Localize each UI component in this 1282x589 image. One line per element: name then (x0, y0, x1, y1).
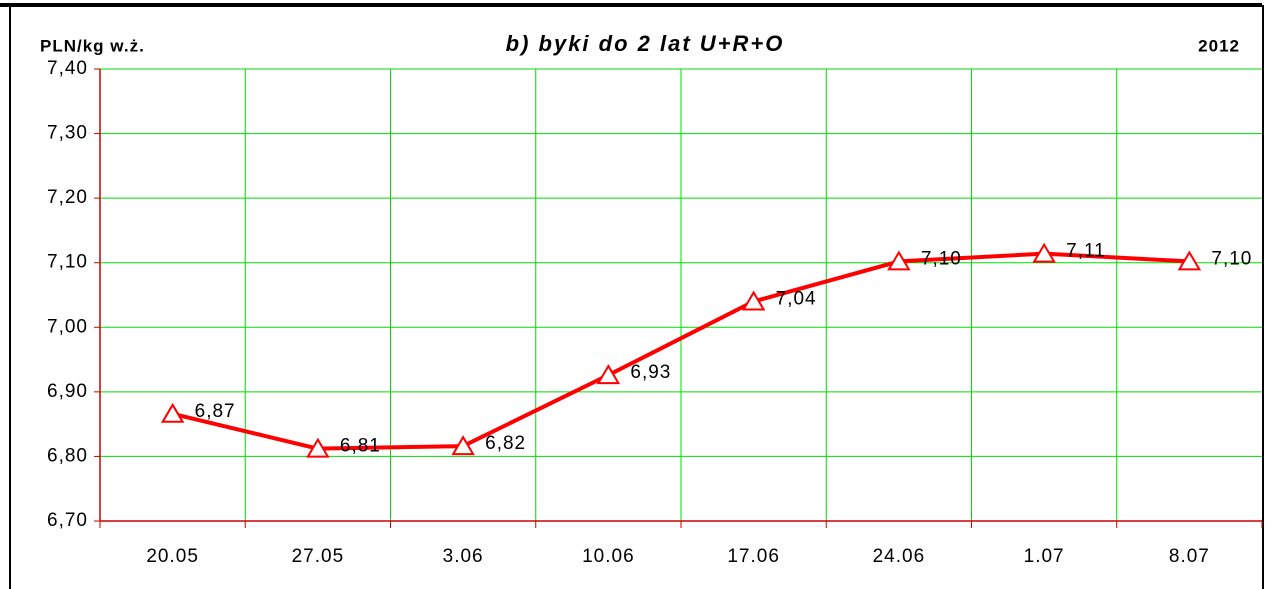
data-label: 7,11 (1066, 241, 1106, 262)
chart-title: b) byki do 2 lat U+R+O (506, 31, 785, 56)
data-label: 7,10 (921, 248, 962, 269)
annotation: 2012 (1198, 36, 1240, 55)
y-axis-label: PLN/kg w.ż. (40, 36, 145, 55)
data-marker (1032, 242, 1056, 263)
y-tick-label: 6,90 (47, 381, 88, 402)
data-label: 7,04 (776, 288, 817, 309)
data-marker (306, 437, 330, 458)
y-tick-label: 7,20 (47, 187, 88, 208)
data-label: 6,82 (485, 433, 526, 454)
data-marker (596, 364, 621, 385)
y-tick-label: 7,40 (47, 58, 88, 79)
data-line (172, 251, 1190, 451)
x-tick-label: 3.06 (443, 546, 484, 567)
x-tick-label: 17.06 (727, 546, 780, 567)
y-tick-label: 6,70 (47, 510, 88, 531)
data-marker (1177, 250, 1202, 271)
x-tick-label: 24.06 (873, 546, 926, 567)
x-tick-label: 1.07 (1024, 546, 1065, 567)
x-tick-label: 8.07 (1169, 546, 1210, 567)
y-tick-label: 6,80 (47, 445, 88, 466)
y-tick-label: 7,30 (47, 123, 88, 144)
data-label: 6,93 (630, 362, 671, 383)
data-marker (160, 402, 185, 423)
x-tick-label: 10.06 (582, 546, 635, 567)
x-tick-label: 20.05 (146, 546, 199, 567)
y-tick-label: 7,10 (47, 252, 88, 273)
data-label: 7,10 (1211, 248, 1252, 269)
data-marker (451, 435, 475, 456)
y-tick-label: 7,00 (47, 316, 88, 337)
data-label: 6,81 (340, 436, 381, 457)
x-tick-label: 27.05 (292, 546, 345, 567)
data-marker (887, 250, 911, 271)
data-label: 6,87 (195, 401, 236, 422)
data-marker (741, 290, 766, 311)
